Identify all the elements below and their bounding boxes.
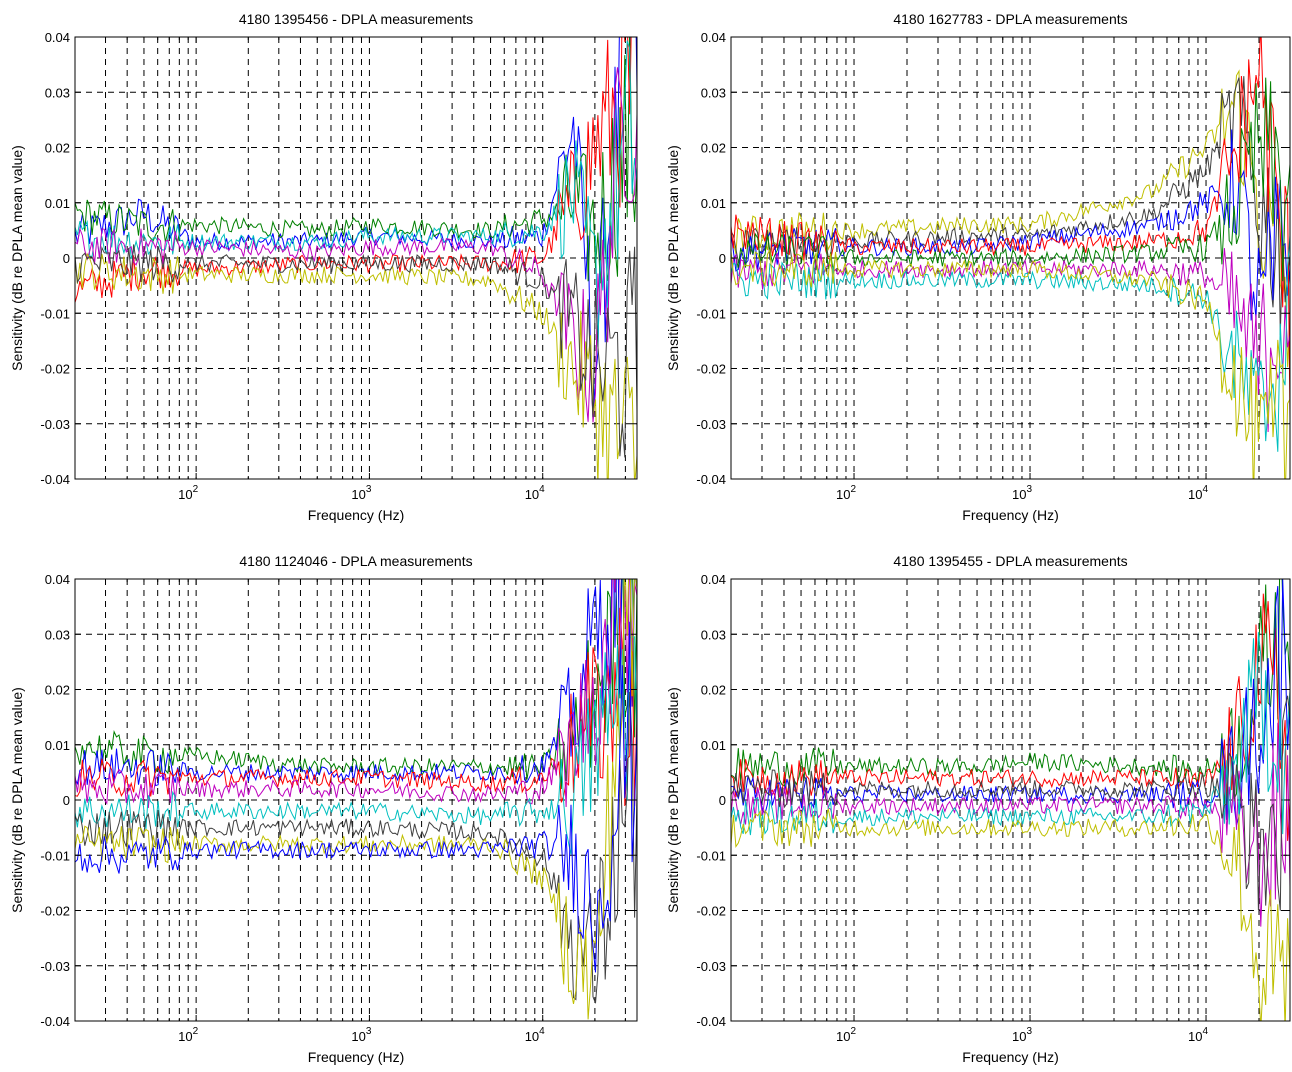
y-tick-label: -0.03 — [696, 959, 726, 974]
series-line-7 — [731, 808, 1290, 1021]
y-tick-label: 0 — [63, 793, 70, 808]
y-tick-label: 0.04 — [701, 572, 726, 587]
y-tick-label: -0.02 — [696, 904, 726, 919]
y-tick-label: 0.02 — [45, 683, 70, 698]
y-tick-label: 0.02 — [45, 141, 70, 156]
grid — [731, 579, 1290, 1021]
x-tick-label: 103 — [351, 484, 371, 502]
x-tick-label: 102 — [178, 1026, 198, 1044]
series-line-4 — [731, 722, 1290, 927]
chart-panel-4: -0.04 -0.03 -0.02 -0.01 0 0.01 0.02 0.03 0.04 102… — [665, 553, 1291, 1065]
chart-title: 4180 1395456 - DPLA measurements — [239, 11, 473, 27]
y-tick-label: 0.03 — [45, 85, 70, 100]
series-line-2 — [731, 76, 1290, 336]
y-tick-label: -0.01 — [696, 848, 726, 863]
series-line-5 — [75, 636, 637, 855]
y-tick-label: -0.01 — [40, 848, 70, 863]
x-tick-label: 103 — [1012, 1026, 1032, 1044]
y-tick-label: 0 — [719, 793, 726, 808]
x-axis-label: Frequency (Hz) — [308, 507, 404, 523]
series-line-4 — [75, 40, 637, 347]
x-tick-label: 104 — [525, 1026, 545, 1044]
series-group — [75, 37, 637, 479]
series-line-5 — [731, 77, 1290, 282]
chart-title: 4180 1124046 - DPLA measurements — [239, 553, 472, 569]
y-tick-label: -0.03 — [40, 959, 70, 974]
y-axis-label: Sensitivity (dB re DPLA mean value) — [665, 145, 681, 371]
series-line-6 — [75, 252, 637, 479]
y-tick-label: 0.02 — [701, 683, 726, 698]
y-tick-label: -0.02 — [696, 362, 726, 377]
y-tick-label: 0.04 — [45, 30, 70, 45]
series-line-8 — [731, 248, 1290, 479]
y-axis-label: Sensitivity (dB re DPLA mean value) — [9, 145, 25, 371]
y-tick-label: 0.01 — [45, 738, 70, 753]
chart-title: 4180 1627783 - DPLA measurements — [893, 11, 1127, 27]
series-line-2 — [75, 37, 637, 284]
y-tick-label: -0.04 — [696, 472, 726, 487]
y-tick-label: 0 — [63, 251, 70, 266]
x-tick-label: 102 — [836, 484, 856, 502]
x-tick-label: 103 — [351, 1026, 371, 1044]
series-group — [731, 37, 1290, 479]
x-tick-label: 103 — [1012, 484, 1032, 502]
chart-panel-1: -0.04 -0.03 -0.02 -0.01 0 0.01 0.02 0.03 0.04 102… — [9, 11, 638, 523]
series-line-4 — [731, 37, 1290, 418]
x-tick-label: 104 — [1188, 1026, 1208, 1044]
x-axis-label: Frequency (Hz) — [962, 1049, 1058, 1065]
y-tick-label: 0 — [719, 251, 726, 266]
y-tick-label: -0.04 — [40, 472, 70, 487]
series-line-2 — [75, 579, 636, 787]
x-axis-label: Frequency (Hz) — [308, 1049, 404, 1065]
x-tick-label: 102 — [178, 484, 198, 502]
y-tick-label: -0.04 — [40, 1014, 70, 1029]
y-tick-label: -0.01 — [696, 306, 726, 321]
y-tick-label: 0.01 — [45, 196, 70, 211]
series-line-4 — [75, 579, 637, 809]
y-tick-label: 0.03 — [45, 627, 70, 642]
series-line-1 — [731, 69, 1290, 368]
x-axis-label: Frequency (Hz) — [962, 507, 1058, 523]
y-tick-label: -0.02 — [40, 904, 70, 919]
y-tick-label: -0.03 — [696, 417, 726, 432]
series-group — [75, 579, 637, 1020]
y-tick-label: 0.03 — [701, 85, 726, 100]
series-line-1 — [75, 37, 637, 420]
series-line-6 — [75, 691, 637, 1004]
y-tick-label: 0.01 — [701, 196, 726, 211]
x-tick-label: 102 — [836, 1026, 856, 1044]
series-line-7 — [75, 244, 637, 458]
series-line-5 — [75, 67, 637, 423]
x-tick-label: 104 — [525, 484, 545, 502]
series-line-5 — [731, 632, 1290, 836]
chart-panel-3: -0.04 -0.03 -0.02 -0.01 0 0.01 0.02 0.03 0.04 102… — [9, 553, 638, 1065]
y-tick-label: -0.01 — [40, 306, 70, 321]
y-tick-label: 0.02 — [701, 141, 726, 156]
x-tick-label: 104 — [1188, 484, 1208, 502]
y-tick-label: 0.03 — [701, 627, 726, 642]
y-tick-label: -0.04 — [696, 1014, 726, 1029]
chart-title: 4180 1395455 - DPLA measurements — [893, 553, 1127, 569]
y-tick-label: 0.04 — [45, 572, 70, 587]
y-tick-label: 0.01 — [701, 738, 726, 753]
chart-panel-2: -0.04 -0.03 -0.02 -0.01 0 0.01 0.02 0.03 0.04 102… — [665, 11, 1291, 523]
y-tick-label: 0.04 — [701, 30, 726, 45]
y-axis-label: Sensitivity (dB re DPLA mean value) — [9, 687, 25, 913]
y-tick-label: -0.02 — [40, 362, 70, 377]
series-line-8 — [75, 621, 637, 973]
y-axis-label: Sensitivity (dB re DPLA mean value) — [665, 687, 681, 913]
series-group — [731, 579, 1290, 1021]
grid — [75, 579, 637, 1021]
series-line-6 — [731, 695, 1290, 911]
series-line-1 — [75, 579, 637, 790]
y-tick-label: -0.03 — [40, 417, 70, 432]
